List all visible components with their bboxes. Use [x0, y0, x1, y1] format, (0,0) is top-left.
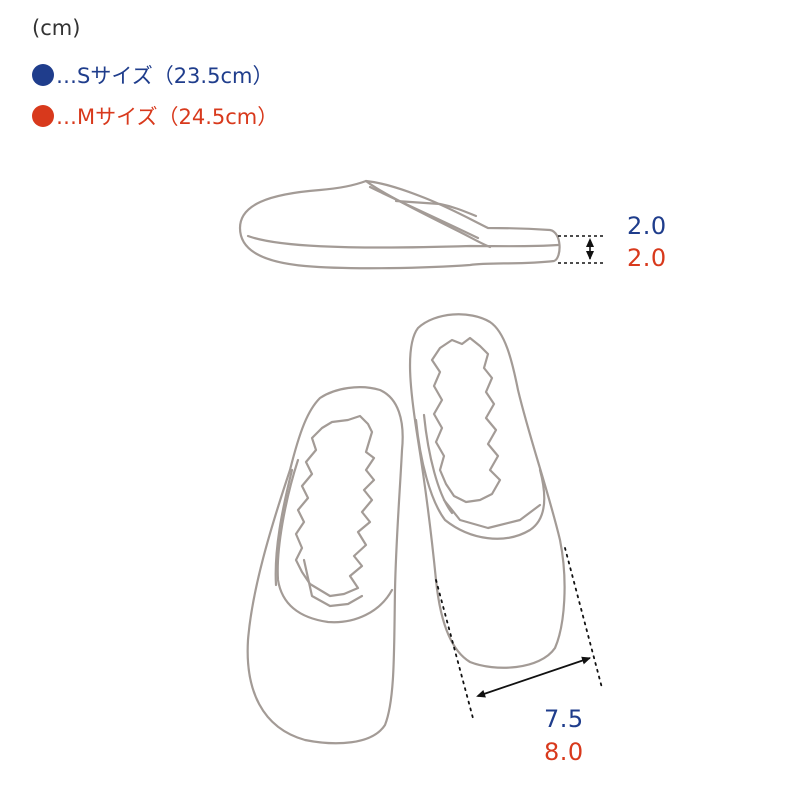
height-indicator — [558, 235, 606, 264]
side-view-slipper — [238, 179, 561, 270]
left-slipper-top-view — [246, 386, 404, 745]
legend-item-s-size: …Sサイズ（23.5cm） — [32, 60, 273, 90]
legend-label-m: …Mサイズ（24.5cm） — [56, 105, 279, 129]
width-value-m: 8.0 — [544, 738, 584, 766]
width-value-s: 7.5 — [544, 705, 584, 733]
s-size-dot-icon — [32, 64, 54, 86]
width-indicator — [435, 547, 603, 723]
height-value-m: 2.0 — [627, 244, 667, 272]
legend-label-s: …Sサイズ（23.5cm） — [56, 64, 274, 88]
height-value-s: 2.0 — [627, 212, 667, 240]
right-slipper-top-view — [408, 313, 566, 669]
unit-label: (cm) — [32, 16, 81, 40]
m-size-dot-icon — [32, 105, 54, 127]
legend-item-m-size: …Mサイズ（24.5cm） — [32, 101, 278, 131]
